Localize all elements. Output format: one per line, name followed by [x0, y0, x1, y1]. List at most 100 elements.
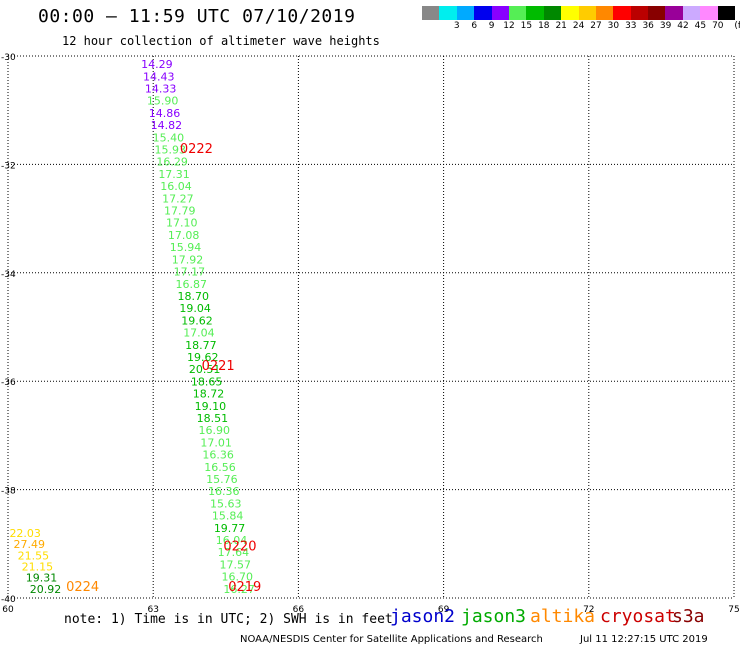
- color-scale-label: 30: [607, 21, 620, 31]
- swh-value-label: 15.63: [210, 497, 242, 510]
- color-swatch: [682, 6, 701, 20]
- color-scale-label: 70: [712, 21, 724, 31]
- generated-timestamp: Jul 11 12:27:15 UTC 2019: [580, 634, 708, 645]
- swh-value-label: 17.79: [164, 205, 196, 218]
- color-scale-label: 18: [538, 21, 550, 31]
- swh-value-label: 19.04: [179, 302, 211, 315]
- lon-tick-label: 75: [728, 605, 739, 615]
- swh-value-label: 19.62: [181, 314, 213, 327]
- swh-value-label: 17.08: [168, 229, 200, 242]
- color-scale-label: 9: [488, 21, 495, 31]
- swh-value-label: 17.57: [220, 558, 252, 571]
- pass-time-label: 0219: [228, 580, 261, 595]
- lat-tick-label: -38: [1, 487, 16, 497]
- swh-value-label: 21.55: [18, 549, 49, 562]
- swh-value-label: 17.27: [162, 192, 194, 205]
- legend-item-s3a: s3a: [672, 606, 705, 627]
- color-swatch: [561, 6, 579, 20]
- pass-time-label: 0224: [66, 580, 99, 595]
- color-scale-label: 45: [694, 21, 707, 31]
- swh-value-label: 17.01: [200, 436, 232, 449]
- pass-time-label: 0222: [180, 142, 213, 157]
- swh-value-label: 16.29: [156, 156, 188, 169]
- swh-value-label: 20.51: [189, 363, 221, 376]
- swh-value-label: 16.56: [204, 461, 236, 474]
- swh-value-label: 18.51: [197, 412, 229, 425]
- swh-value-label: 16.36: [202, 449, 234, 462]
- color-swatch: [508, 6, 527, 20]
- swh-value-label: 15.93: [154, 144, 186, 157]
- legend-item-jason3: jason3: [461, 606, 527, 627]
- swh-value-label: 17.10: [166, 217, 198, 230]
- swh-value-label: 17.17: [174, 266, 206, 279]
- swh-value-label: 16.70: [221, 571, 253, 584]
- lat-tick-label: -34: [1, 270, 16, 280]
- swh-value-label: 16.87: [176, 278, 208, 291]
- swh-value-label: 15.94: [170, 241, 202, 254]
- swh-value-label: 19.62: [187, 351, 219, 364]
- color-scale-label: 33: [625, 21, 637, 31]
- swh-value-label: 17.64: [218, 546, 250, 559]
- color-scale-label: 15: [520, 21, 533, 31]
- color-scale-label: 6: [471, 21, 478, 31]
- map-title: 00:00 – 11:59 UTC 07/10/2019: [38, 6, 356, 27]
- swh-value-label: 22.03: [9, 527, 41, 540]
- swh-value-label: 19.77: [214, 522, 246, 535]
- lon-tick-label: 66: [293, 605, 305, 615]
- swh-value-label: 18.65: [191, 375, 223, 388]
- swh-value-label: 20.92: [30, 583, 61, 596]
- lat-tick-label: -36: [1, 378, 16, 388]
- swh-value-label: 18.72: [193, 388, 225, 401]
- swh-value-label: 15.84: [212, 510, 244, 523]
- lon-tick-label: 69: [438, 605, 450, 615]
- lon-tick-label: 63: [147, 605, 158, 615]
- swh-value-label: 18.70: [177, 290, 209, 303]
- color-swatch: [665, 6, 683, 20]
- color-scale-label: 24: [572, 21, 585, 31]
- color-scale-label: 12: [503, 21, 515, 31]
- swh-value-label: 16.36: [208, 485, 240, 498]
- legend-item-altika: altika: [530, 606, 596, 627]
- color-scale-label: 21: [555, 21, 567, 31]
- color-swatch: [526, 6, 544, 20]
- legend-item-jason2: jason2: [390, 606, 456, 627]
- footer-note: note: 1) Time is in UTC; 2) SWH is in fe…: [64, 612, 393, 627]
- lat-tick-label: -32: [1, 161, 16, 171]
- color-swatch: [578, 6, 596, 20]
- swh-value-label: 14.33: [145, 83, 177, 96]
- swh-value-label: 16.27: [223, 583, 255, 596]
- swh-value-label: 14.82: [151, 119, 183, 132]
- color-swatch: [717, 6, 736, 20]
- color-swatch: [595, 6, 614, 20]
- color-swatch: [543, 6, 562, 20]
- color-swatch: [422, 6, 440, 20]
- color-swatch: [630, 6, 649, 20]
- swh-value-label: 19.10: [195, 400, 227, 413]
- swh-value-label: 14.86: [149, 107, 181, 120]
- swh-value-label: 17.31: [158, 168, 190, 181]
- color-swatch: [613, 6, 631, 20]
- swh-value-label: 21.15: [22, 560, 54, 573]
- color-scale-unit: (ft): [734, 21, 740, 31]
- swh-value-label: 15.90: [147, 95, 179, 108]
- swh-value-label: 16.04: [216, 534, 248, 547]
- swh-value-label: 17.04: [183, 327, 215, 340]
- color-scale-label: 42: [677, 21, 689, 31]
- lat-tick-label: -40: [1, 595, 16, 605]
- color-scale-bar: [422, 6, 736, 20]
- swh-value-label: 19.31: [26, 572, 58, 585]
- color-scale-label: 36: [642, 21, 654, 31]
- color-swatch: [648, 6, 666, 20]
- swh-value-label: 16.90: [199, 424, 231, 437]
- color-swatch: [700, 6, 718, 20]
- swh-value-label: 18.77: [185, 339, 217, 352]
- lon-tick-label: 72: [583, 605, 594, 615]
- pass-time-label: 0221: [202, 359, 235, 374]
- lon-tick-label: 60: [2, 605, 14, 615]
- swh-value-label: 15.76: [206, 473, 238, 486]
- swh-value-label: 16.04: [160, 180, 192, 193]
- color-scale-label: 3: [453, 21, 460, 31]
- color-swatch: [474, 6, 492, 20]
